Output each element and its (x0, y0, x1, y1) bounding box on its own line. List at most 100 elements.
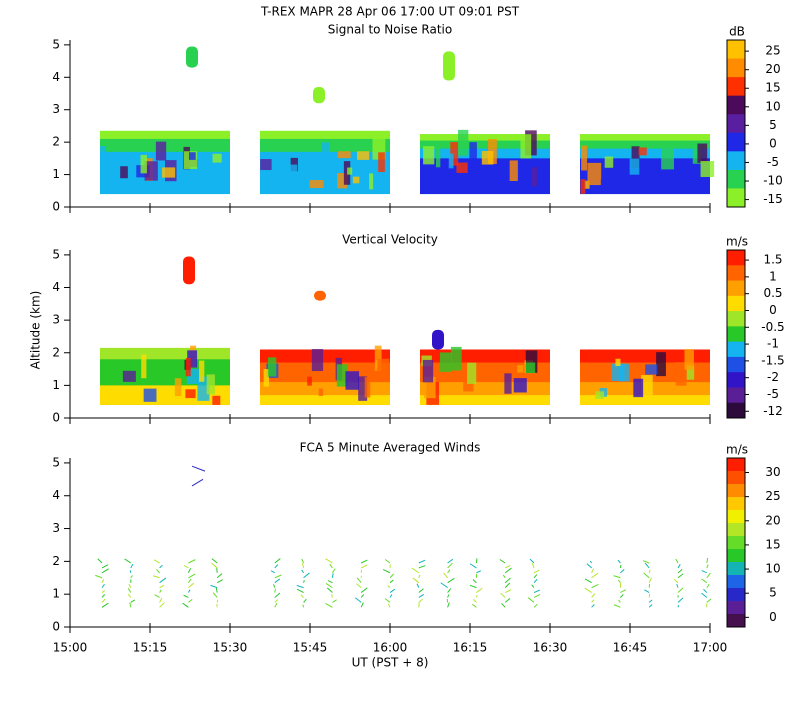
echo-patch (474, 168, 483, 187)
wind-barb (532, 585, 534, 588)
colorbar-tick-label: 1.5 (763, 253, 782, 267)
echo-patch (656, 352, 666, 376)
echo-patch (260, 159, 271, 170)
colorbar-tick-label: 15 (765, 81, 780, 95)
echo-patch (520, 134, 531, 158)
wind-barb (102, 584, 105, 587)
wind-barb (677, 584, 678, 588)
wind-barb (649, 600, 652, 602)
echo-patch (432, 330, 444, 350)
colorbar-swatch (727, 40, 745, 59)
wind-barb (678, 588, 683, 593)
colorbar-swatch (727, 250, 745, 266)
colorbar-swatch (727, 151, 745, 170)
wind-barb (592, 584, 599, 587)
wind-barb (275, 575, 282, 578)
y-tick-label: 4 (52, 70, 60, 84)
wind-barb (470, 564, 476, 568)
colorbar-swatch (727, 549, 745, 563)
wind-barb (160, 585, 165, 587)
echo-patch (467, 363, 476, 384)
echo-patch (587, 163, 601, 185)
y-axis-label: Altitude (km) (29, 291, 43, 370)
colorbar-swatch (727, 458, 745, 472)
y-tick-label: 0 (52, 200, 60, 214)
echo-patch (212, 396, 220, 405)
colorbar-swatch (727, 96, 745, 115)
wind-barb (183, 603, 189, 607)
wind-barb (674, 579, 678, 582)
wind-barb (102, 603, 108, 607)
echo-patch (183, 257, 195, 285)
x-tick-label: 17:00 (693, 641, 728, 655)
colorbar-unit: m/s (726, 235, 748, 249)
echo-patch (313, 87, 325, 103)
echo-patch (186, 46, 198, 67)
wind-barb (330, 564, 333, 568)
wind-barb (304, 573, 310, 578)
y-tick-label: 3 (52, 102, 60, 116)
echo-patch (697, 143, 707, 162)
wind-barb (102, 579, 104, 582)
colorbar-swatch (727, 601, 745, 615)
wind-barb (707, 565, 708, 568)
wind-barb (154, 560, 159, 563)
wind-barb (592, 569, 594, 573)
echo-patch (482, 151, 494, 165)
wind-barb (275, 589, 276, 593)
echo-patch (526, 363, 536, 374)
wind-barb (534, 570, 539, 573)
wind-barb (505, 568, 511, 573)
wind-barb (419, 589, 424, 593)
wind-barb (530, 559, 534, 563)
wind-barb (160, 590, 162, 593)
colorbar-tick-label: -1 (767, 337, 779, 351)
wind-barb (184, 565, 188, 567)
x-tick-label: 15:00 (53, 641, 88, 655)
colorbar-tick-label: -5 (767, 155, 779, 169)
echo-patch (591, 366, 600, 380)
wind-barb (188, 590, 190, 593)
wind-barb (217, 574, 222, 578)
wind-barb (419, 599, 423, 602)
echo-patch (684, 349, 693, 370)
wind-barb (448, 563, 453, 568)
wind-barb (192, 466, 205, 471)
echo-patch (693, 165, 699, 174)
colorbar-swatch (727, 484, 745, 498)
panel-title: Vertical Velocity (342, 233, 438, 247)
wind-barb (476, 571, 480, 573)
wind-barb (160, 565, 163, 568)
wind-barb (328, 581, 332, 583)
wind-barb (388, 586, 390, 588)
y-tick-label: 3 (52, 313, 60, 327)
echo-patch (365, 377, 371, 398)
colorbar-tick-label: 10 (765, 99, 780, 113)
wind-barb (707, 573, 711, 578)
wind-barb (385, 560, 390, 564)
wind-barb (297, 589, 304, 592)
echo-patch (100, 146, 106, 158)
colorbar-tick-label: -12 (763, 404, 783, 418)
echo-patch (319, 388, 323, 396)
wind-barb (620, 594, 623, 597)
wind-barb (419, 575, 420, 578)
wind-barb (528, 598, 534, 603)
colorbar-swatch (727, 296, 745, 312)
colorbar-unit: dB (729, 25, 745, 39)
wind-barb (130, 570, 131, 573)
x-tick-label: 16:00 (373, 641, 408, 655)
wind-barb (302, 563, 303, 568)
echo-patch (268, 357, 276, 376)
wind-barb (383, 570, 390, 573)
wind-barb (702, 571, 707, 573)
x-tick-label: 16:30 (533, 641, 568, 655)
wind-barb (160, 598, 162, 602)
wind-barb (470, 585, 477, 587)
wind-barb (620, 590, 625, 593)
wind-barb (160, 603, 165, 608)
echo-patch (307, 377, 312, 386)
y-tick-label: 4 (52, 280, 60, 294)
colorbar-tick-label: 20 (765, 62, 780, 76)
